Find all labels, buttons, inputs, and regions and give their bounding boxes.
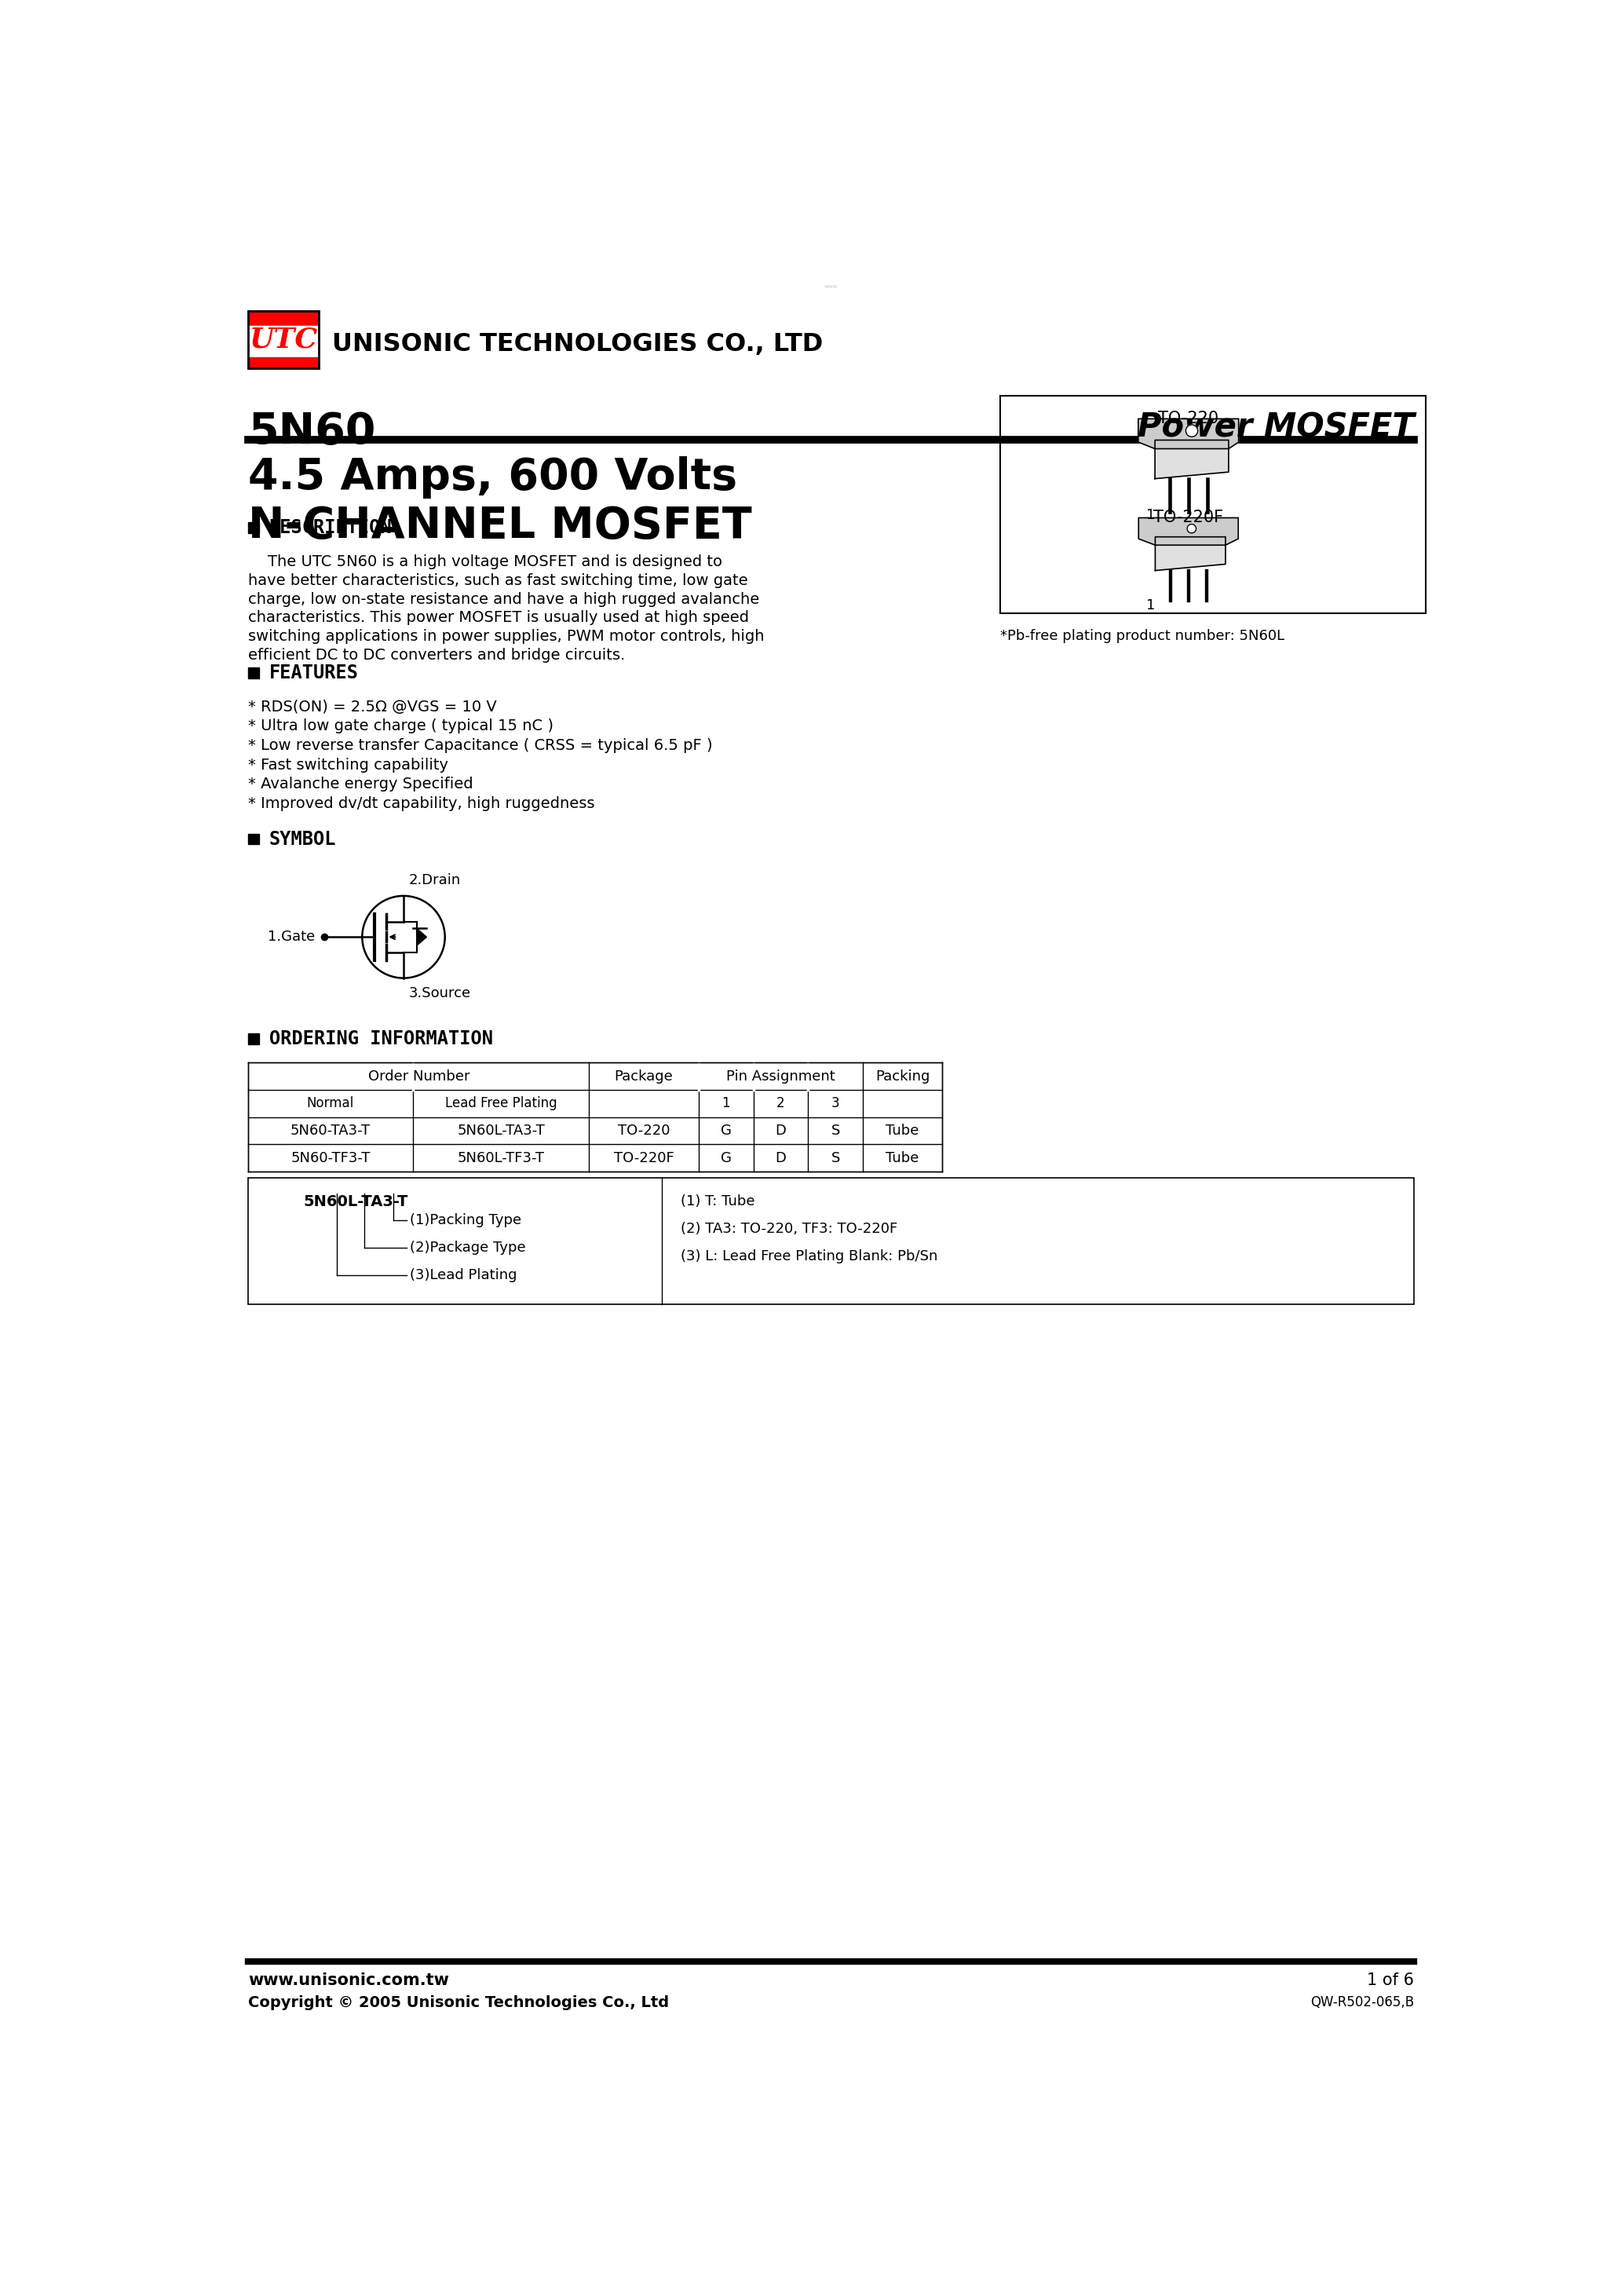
Text: 1 of 6: 1 of 6: [1367, 1972, 1414, 1988]
Text: D: D: [775, 1150, 787, 1164]
Polygon shape: [1139, 418, 1239, 448]
Text: have better characteristics, such as fast switching time, low gate: have better characteristics, such as fas…: [248, 574, 748, 588]
Bar: [999, 395, 1426, 613]
Bar: [248, 312, 318, 370]
Text: charge, low on-state resistance and have a high rugged avalanche: charge, low on-state resistance and have…: [248, 592, 759, 606]
Text: 1: 1: [722, 1097, 730, 1111]
Text: efficient DC to DC converters and bridge circuits.: efficient DC to DC converters and bridge…: [248, 647, 626, 664]
Text: 1.Gate: 1.Gate: [268, 930, 315, 944]
Bar: [248, 668, 260, 677]
Text: 5N60: 5N60: [248, 411, 376, 452]
Text: Normal: Normal: [307, 1097, 354, 1111]
Bar: [248, 312, 318, 326]
Text: Power MOSFET: Power MOSFET: [1137, 411, 1414, 443]
Text: UNISONIC TECHNOLOGIES CO., LTD: UNISONIC TECHNOLOGIES CO., LTD: [333, 333, 822, 356]
Polygon shape: [1155, 441, 1228, 478]
Text: SYMBOL: SYMBOL: [269, 829, 336, 850]
Text: Packing: Packing: [876, 1070, 929, 1084]
Text: S: S: [830, 1123, 840, 1139]
Circle shape: [1186, 425, 1197, 436]
Bar: [248, 521, 260, 533]
Text: DESCRIPTION: DESCRIPTION: [269, 519, 393, 537]
Text: QW-R502-065,B: QW-R502-065,B: [1311, 1995, 1414, 2009]
Text: (3)Lead Plating: (3)Lead Plating: [410, 1267, 517, 1281]
Text: Copyright © 2005 Unisonic Technologies Co., Ltd: Copyright © 2005 Unisonic Technologies C…: [248, 1995, 670, 2009]
Text: (1) T: Tube: (1) T: Tube: [680, 1194, 754, 1208]
Text: Lead Free Plating: Lead Free Plating: [444, 1097, 556, 1111]
Text: * Improved dv/dt capability, high ruggedness: * Improved dv/dt capability, high rugged…: [248, 797, 595, 810]
Text: 3: 3: [832, 1097, 840, 1111]
Text: TO-220F: TO-220F: [1153, 510, 1223, 526]
Text: 4.5 Amps, 600 Volts: 4.5 Amps, 600 Volts: [248, 457, 738, 498]
Polygon shape: [417, 928, 427, 946]
Text: Tube: Tube: [886, 1123, 920, 1139]
Polygon shape: [1155, 537, 1226, 569]
Bar: [248, 358, 318, 370]
Text: Tube: Tube: [886, 1150, 920, 1164]
Text: 3.Source: 3.Source: [409, 987, 470, 1001]
Text: * Low reverse transfer Capacitance ( CRSS = typical 6.5 pF ): * Low reverse transfer Capacitance ( CRS…: [248, 737, 712, 753]
Text: TO-220F: TO-220F: [613, 1150, 675, 1164]
Text: * Ultra low gate charge ( typical 15 nC ): * Ultra low gate charge ( typical 15 nC …: [248, 719, 553, 735]
Text: (1)Packing Type: (1)Packing Type: [410, 1215, 521, 1228]
Text: 5N60-TF3-T: 5N60-TF3-T: [290, 1150, 370, 1164]
Text: ORDERING INFORMATION: ORDERING INFORMATION: [269, 1029, 493, 1047]
Text: characteristics. This power MOSFET is usually used at high speed: characteristics. This power MOSFET is us…: [248, 611, 749, 625]
Text: www.unisonic.com.tw: www.unisonic.com.tw: [248, 1972, 449, 1988]
Text: 2: 2: [777, 1097, 785, 1111]
Text: G: G: [720, 1123, 732, 1139]
Text: 5N60L-TA3-T: 5N60L-TA3-T: [303, 1194, 407, 1210]
Text: Pin Assignment: Pin Assignment: [727, 1070, 835, 1084]
Text: TO-220: TO-220: [618, 1123, 670, 1139]
Circle shape: [1187, 523, 1195, 533]
Text: * Fast switching capability: * Fast switching capability: [248, 758, 449, 771]
Text: www: www: [824, 285, 839, 289]
Text: D: D: [775, 1123, 787, 1139]
Text: 5N60L-TF3-T: 5N60L-TF3-T: [457, 1150, 545, 1164]
Text: (3) L: Lead Free Plating Blank: Pb/Sn: (3) L: Lead Free Plating Blank: Pb/Sn: [680, 1249, 938, 1263]
Text: 2.Drain: 2.Drain: [409, 872, 461, 886]
Bar: [248, 1033, 260, 1045]
Text: 5N60-TA3-T: 5N60-TA3-T: [290, 1123, 370, 1139]
Text: The UTC 5N60 is a high voltage MOSFET and is designed to: The UTC 5N60 is a high voltage MOSFET an…: [248, 553, 722, 569]
Text: 1: 1: [1145, 599, 1155, 613]
Text: * RDS(ON) = 2.5Ω @VGS = 10 V: * RDS(ON) = 2.5Ω @VGS = 10 V: [248, 700, 496, 714]
Text: 1: 1: [1145, 507, 1155, 521]
Text: Package: Package: [615, 1070, 673, 1084]
Polygon shape: [1139, 519, 1238, 544]
Text: * Avalanche energy Specified: * Avalanche energy Specified: [248, 776, 474, 792]
Text: TO-220: TO-220: [1158, 411, 1218, 427]
Text: (2)Package Type: (2)Package Type: [410, 1240, 526, 1256]
Bar: [248, 1178, 1414, 1304]
Text: 5N60L-TA3-T: 5N60L-TA3-T: [457, 1123, 545, 1139]
Text: N-CHANNEL MOSFET: N-CHANNEL MOSFET: [248, 505, 753, 546]
Text: G: G: [720, 1150, 732, 1164]
Bar: [248, 326, 318, 358]
Text: UTC: UTC: [250, 326, 318, 354]
Text: switching applications in power supplies, PWM motor controls, high: switching applications in power supplies…: [248, 629, 764, 645]
Bar: [248, 833, 260, 845]
Text: S: S: [830, 1150, 840, 1164]
Text: *Pb-free plating product number: 5N60L: *Pb-free plating product number: 5N60L: [999, 629, 1285, 643]
Text: FEATURES: FEATURES: [269, 664, 358, 682]
Text: (2) TA3: TO-220, TF3: TO-220F: (2) TA3: TO-220, TF3: TO-220F: [680, 1221, 897, 1235]
Text: Order Number: Order Number: [368, 1070, 470, 1084]
